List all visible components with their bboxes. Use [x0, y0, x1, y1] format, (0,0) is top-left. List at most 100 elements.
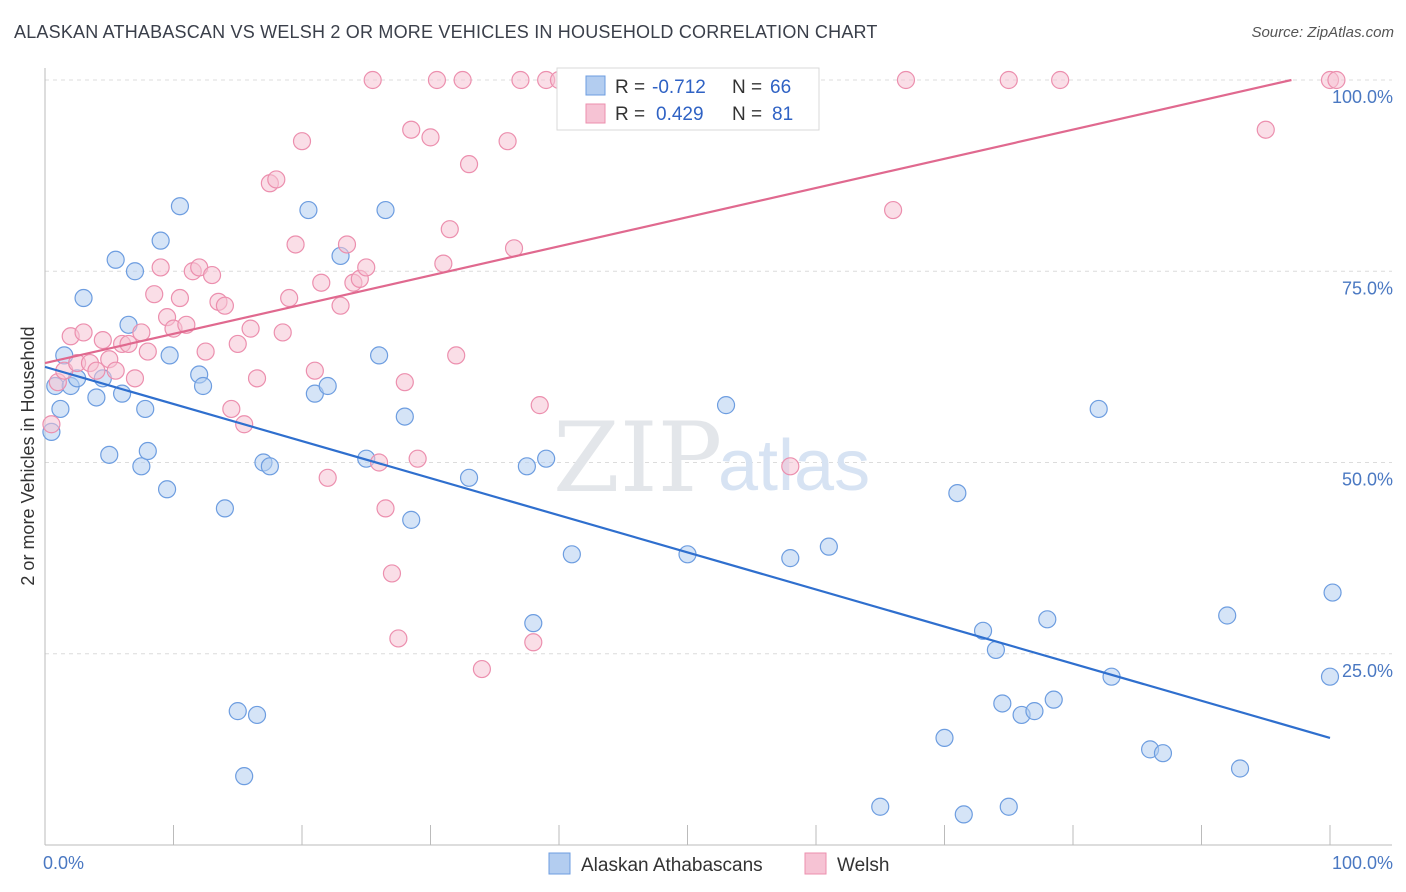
point-athabascan-64 [1230, 759, 1250, 778]
point-welsh-20 [170, 288, 190, 308]
point-welsh-61 [459, 155, 479, 174]
legend-r-label-1: R = [615, 77, 645, 98]
legend-r-value-1: -0.712 [652, 77, 706, 98]
point-athabascan-37 [402, 510, 421, 529]
point-athabascan-39 [517, 457, 536, 476]
point-athabascan-50 [954, 805, 973, 824]
point-athabascan-53 [993, 694, 1012, 713]
point-welsh-15 [138, 342, 157, 361]
point-welsh-46 [357, 258, 376, 277]
point-welsh-80 [1327, 70, 1346, 90]
point-welsh-53 [402, 120, 421, 139]
point-athabascan-19 [160, 346, 179, 365]
watermark: ZIP atlas [553, 402, 870, 514]
point-welsh-62 [472, 659, 491, 679]
trend-lines [44, 78, 1331, 739]
x-tick-label-1: 100.0% [1332, 853, 1393, 873]
point-welsh-16 [145, 285, 164, 304]
point-athabascan-26 [247, 705, 267, 725]
point-athabascan-58 [1044, 690, 1063, 709]
point-athabascan-38 [459, 468, 479, 487]
point-athabascan-36 [395, 407, 414, 426]
point-welsh-29 [228, 334, 247, 354]
watermark-zip: ZIP [553, 402, 722, 514]
y-tick-label-3: 25.0% [1342, 661, 1393, 681]
grid-lines [45, 79, 1392, 655]
series-legend: Alaskan Athabascans Welsh [548, 852, 889, 876]
point-welsh-67 [530, 396, 549, 415]
point-welsh-40 [312, 273, 331, 292]
point-athabascan-31 [318, 376, 337, 396]
point-welsh-52 [395, 373, 414, 392]
point-athabascan-41 [537, 449, 556, 468]
point-athabascan-14 [132, 457, 151, 476]
point-welsh-75 [896, 70, 916, 90]
point-athabascan-44 [716, 396, 736, 415]
point-welsh-27 [215, 296, 234, 315]
point-welsh-77 [1051, 70, 1070, 90]
point-athabascan-17 [151, 231, 170, 250]
point-welsh-50 [382, 564, 402, 583]
point-athabascan-42 [562, 545, 581, 564]
legend-n-label-1: N = [732, 77, 762, 98]
point-welsh-59 [447, 346, 466, 365]
point-welsh-17 [151, 258, 170, 277]
point-welsh-58 [440, 220, 459, 239]
point-welsh-57 [434, 254, 453, 273]
trend-line-athabascan [44, 365, 1331, 739]
legend-n-label-2: N = [732, 104, 762, 125]
source-credit: Source: ZipAtlas.com [1251, 24, 1394, 41]
point-welsh-28 [222, 399, 241, 419]
point-athabascan-29 [299, 200, 318, 220]
point-welsh-47 [363, 70, 382, 90]
point-welsh-74 [883, 200, 903, 220]
point-welsh-65 [511, 70, 530, 90]
point-welsh-78 [1256, 120, 1275, 139]
point-welsh-51 [389, 629, 408, 648]
point-welsh-41 [318, 468, 337, 487]
point-athabascan-25 [235, 767, 254, 786]
data-points [42, 70, 1346, 824]
point-welsh-7 [87, 361, 106, 380]
point-athabascan-9 [100, 445, 119, 464]
point-welsh-43 [337, 235, 357, 254]
point-athabascan-23 [215, 499, 234, 518]
point-athabascan-62 [1153, 744, 1173, 763]
point-athabascan-34 [370, 346, 389, 365]
x-tick-labels: 0.0% 100.0% [43, 853, 1393, 873]
point-athabascan-28 [260, 457, 279, 476]
y-tick-label-0: 100.0% [1332, 87, 1393, 107]
point-welsh-34 [267, 170, 286, 189]
x-tick-label-0: 0.0% [43, 853, 84, 873]
point-welsh-39 [305, 361, 324, 380]
point-athabascan-7 [87, 388, 106, 407]
point-athabascan-40 [524, 614, 543, 633]
axes [44, 68, 1392, 846]
point-athabascan-46 [819, 537, 838, 556]
series-legend-swatch-athabascan [548, 852, 571, 875]
point-athabascan-47 [871, 797, 890, 816]
legend-n-value-2: 81 [772, 104, 793, 125]
point-welsh-60 [453, 70, 472, 90]
point-welsh-42 [331, 296, 350, 315]
y-tick-labels: 100.0% 75.0% 50.0% 25.0% [1332, 87, 1393, 681]
y-tick-label-1: 75.0% [1342, 278, 1393, 298]
trend-line-welsh [44, 78, 1292, 365]
point-athabascan-2 [51, 399, 70, 419]
point-athabascan-35 [376, 200, 395, 220]
point-welsh-56 [427, 70, 447, 90]
point-welsh-13 [125, 369, 145, 388]
point-welsh-14 [132, 323, 151, 342]
y-axis-label: 2 or more Vehicles in Household [18, 326, 38, 585]
point-athabascan-15 [136, 399, 155, 419]
point-athabascan-24 [228, 702, 247, 721]
point-welsh-10 [106, 361, 125, 380]
correlation-legend: R = -0.712 N = 66 R = 0.429 N = 81 [556, 67, 820, 131]
point-athabascan-59 [1089, 399, 1108, 419]
point-athabascan-57 [1038, 610, 1057, 629]
point-welsh-54 [408, 449, 427, 468]
legend-r-label-2: R = [615, 104, 645, 125]
series-legend-label-welsh: Welsh [837, 855, 889, 876]
y-tick-label-2: 50.0% [1342, 470, 1393, 490]
